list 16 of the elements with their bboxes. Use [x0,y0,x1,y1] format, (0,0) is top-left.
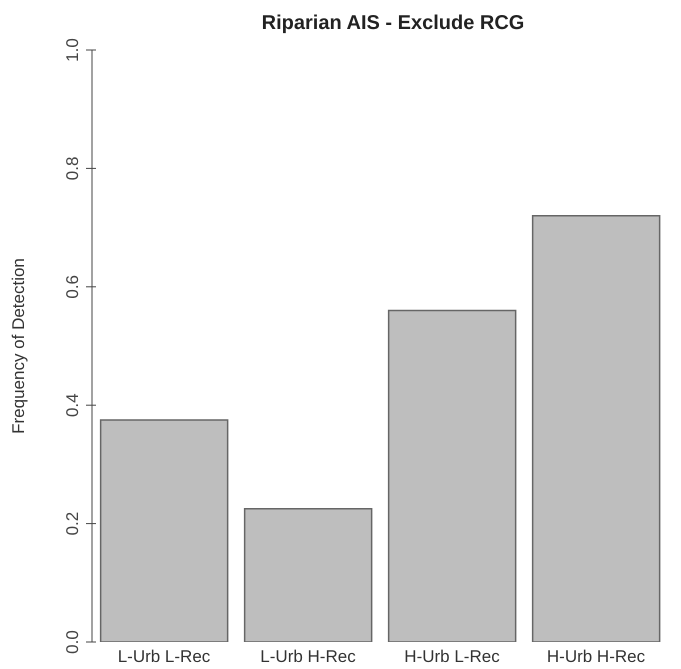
bar [532,215,660,642]
bar [244,508,372,642]
x-tick-label: L-Urb L-Rec [118,647,211,666]
bar [388,310,516,642]
y-axis-title: Frequency of Detection [9,258,28,434]
bar [100,419,228,642]
y-tick-label: 0.8 [63,156,82,180]
y-tick-label: 0.0 [63,630,82,654]
y-tick-label: 1.0 [63,38,82,62]
x-tick-label: H-Urb L-Rec [404,647,500,666]
x-tick-label: L-Urb H-Rec [260,647,356,666]
chart-title: Riparian AIS - Exclude RCG [260,12,526,35]
y-tick-label: 0.2 [63,512,82,536]
y-tick-label: 0.6 [63,274,82,299]
y-tick-label: 0.4 [63,393,82,418]
x-tick-label: H-Urb H-Rec [546,647,646,666]
